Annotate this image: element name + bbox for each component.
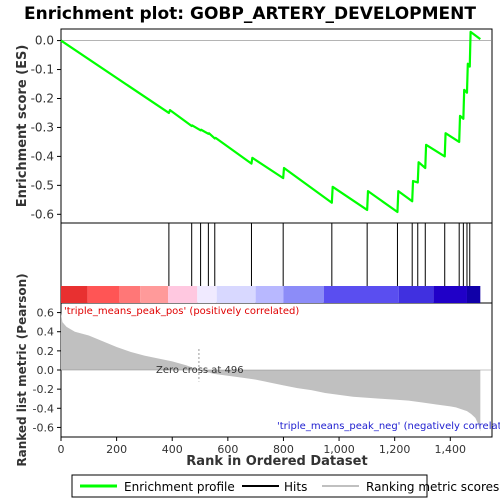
metric-y-tick-label-0: 0.6 [37,307,55,320]
color-bar-segment-1 [87,286,119,303]
chart-title: Enrichment plot: GOBP_ARTERY_DEVELOPMENT [24,4,476,24]
pos-correlated-label: 'triple_means_peak_pos' (positively corr… [64,306,299,317]
x-tick-label-0: 0 [58,443,65,456]
x-tick-label-1: 200 [106,443,127,456]
metric-y-tick-label-5: -0.4 [33,402,54,415]
rank-color-bar [61,286,480,303]
color-bar-segment-2 [119,286,140,303]
metric-y-axis-label: Ranked list metric (Pearson) [15,273,29,466]
legend-label-enrichment: Enrichment profile [124,480,235,494]
metric-y-tick-label-2: 0.2 [37,345,55,358]
es-y-axis-label: Enrichment score (ES) [15,45,30,208]
color-bar-segment-12 [467,286,480,303]
color-bar-segment-7 [256,286,284,303]
color-bar-segment-10 [399,286,434,303]
legend-label-metric: Ranking metric scores [366,480,499,494]
color-bar-segment-11 [434,286,467,303]
x-tick-label-6: 1,200 [379,443,411,456]
x-axis-label: Rank in Ordered Dataset [186,454,367,469]
color-bar-segment-9 [324,286,399,303]
es-y-tick-label-4: -0.4 [31,149,54,163]
color-bar-segment-3 [140,286,168,303]
legend-label-hits: Hits [284,480,307,494]
color-bar-segment-6 [217,286,256,303]
x-tick-label-2: 400 [162,443,183,456]
es-y-tick-label-2: -0.2 [31,91,54,105]
es-y-tick-label-5: -0.5 [31,178,54,192]
metric-y-tick-label-1: 0.4 [37,326,55,339]
es-y-tick-label-0: 0.0 [35,34,54,48]
metric-y-tick-label-4: -0.2 [33,383,54,396]
es-panel-frame [61,29,492,223]
x-tick-label-7: 1,400 [435,443,467,456]
color-bar-segment-8 [283,286,323,303]
color-bar-segment-0 [61,286,87,303]
zero-cross-label: Zero cross at 496 [156,365,244,376]
metric-y-tick-label-6: -0.6 [33,421,54,434]
es-y-tick-label-1: -0.1 [31,63,54,77]
color-bar-segment-4 [168,286,197,303]
metric-y-tick-label-3: 0.0 [37,364,55,377]
neg-correlated-label: 'triple_means_peak_neg' (negatively corr… [277,421,500,432]
es-y-tick-label-6: -0.6 [31,207,54,221]
color-bar-segment-5 [197,286,216,303]
es-y-tick-label-3: -0.3 [31,120,54,134]
